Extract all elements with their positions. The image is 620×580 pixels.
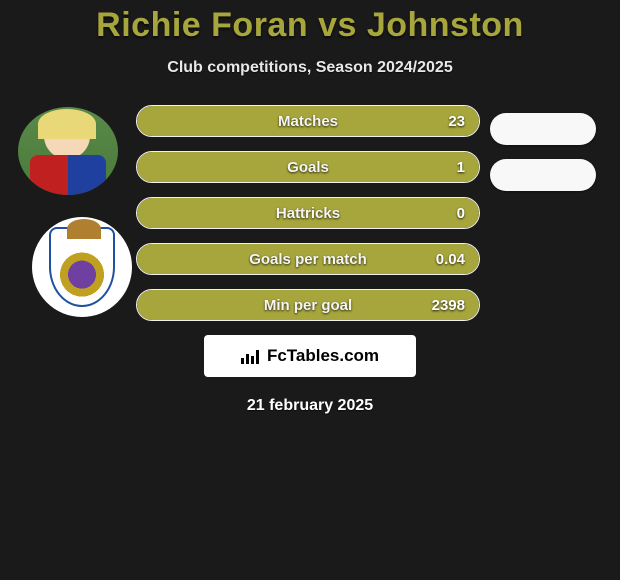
stat-bar-value: 2398 [432, 290, 465, 321]
stat-bar: Min per goal2398 [136, 289, 480, 321]
comparison-pill [490, 113, 596, 145]
stat-bar-label: Hattricks [137, 198, 479, 229]
stat-bar-label: Goals [137, 152, 479, 183]
stat-bar: Goals1 [136, 151, 480, 183]
player2-name: Johnston [367, 6, 524, 44]
club-crest [49, 227, 115, 307]
stat-bar-value: 0 [457, 198, 465, 229]
player-avatar [18, 107, 118, 195]
subtitle: Club competitions, Season 2024/2025 [0, 59, 620, 77]
stat-bar: Hattricks0 [136, 197, 480, 229]
content-area: Matches23 Goals1 Hattricks0 Goals per match… [0, 105, 620, 321]
date-text: 21 february 2025 [0, 397, 620, 415]
player1-name: Richie Foran [96, 6, 308, 44]
club-crest-circle [32, 217, 132, 317]
player-jersey [30, 155, 106, 195]
stat-bar-value: 0.04 [436, 244, 465, 275]
vs-text: vs [318, 6, 357, 44]
brand-text: FcTables.com [267, 346, 379, 366]
page-title: Richie Foran vs Johnston [0, 0, 620, 45]
stat-bar: Matches23 [136, 105, 480, 137]
brand-badge: FcTables.com [204, 335, 416, 377]
comparison-pills [490, 113, 596, 205]
brand-chart-icon [241, 348, 261, 364]
stat-bar-value: 1 [457, 152, 465, 183]
stat-bar: Goals per match0.04 [136, 243, 480, 275]
stat-bar-label: Min per goal [137, 290, 479, 321]
comparison-pill [490, 159, 596, 191]
stat-bar-label: Goals per match [137, 244, 479, 275]
stat-bar-label: Matches [137, 106, 479, 137]
stat-bars: Matches23 Goals1 Hattricks0 Goals per match… [136, 105, 480, 321]
stat-bar-value: 23 [448, 106, 465, 137]
